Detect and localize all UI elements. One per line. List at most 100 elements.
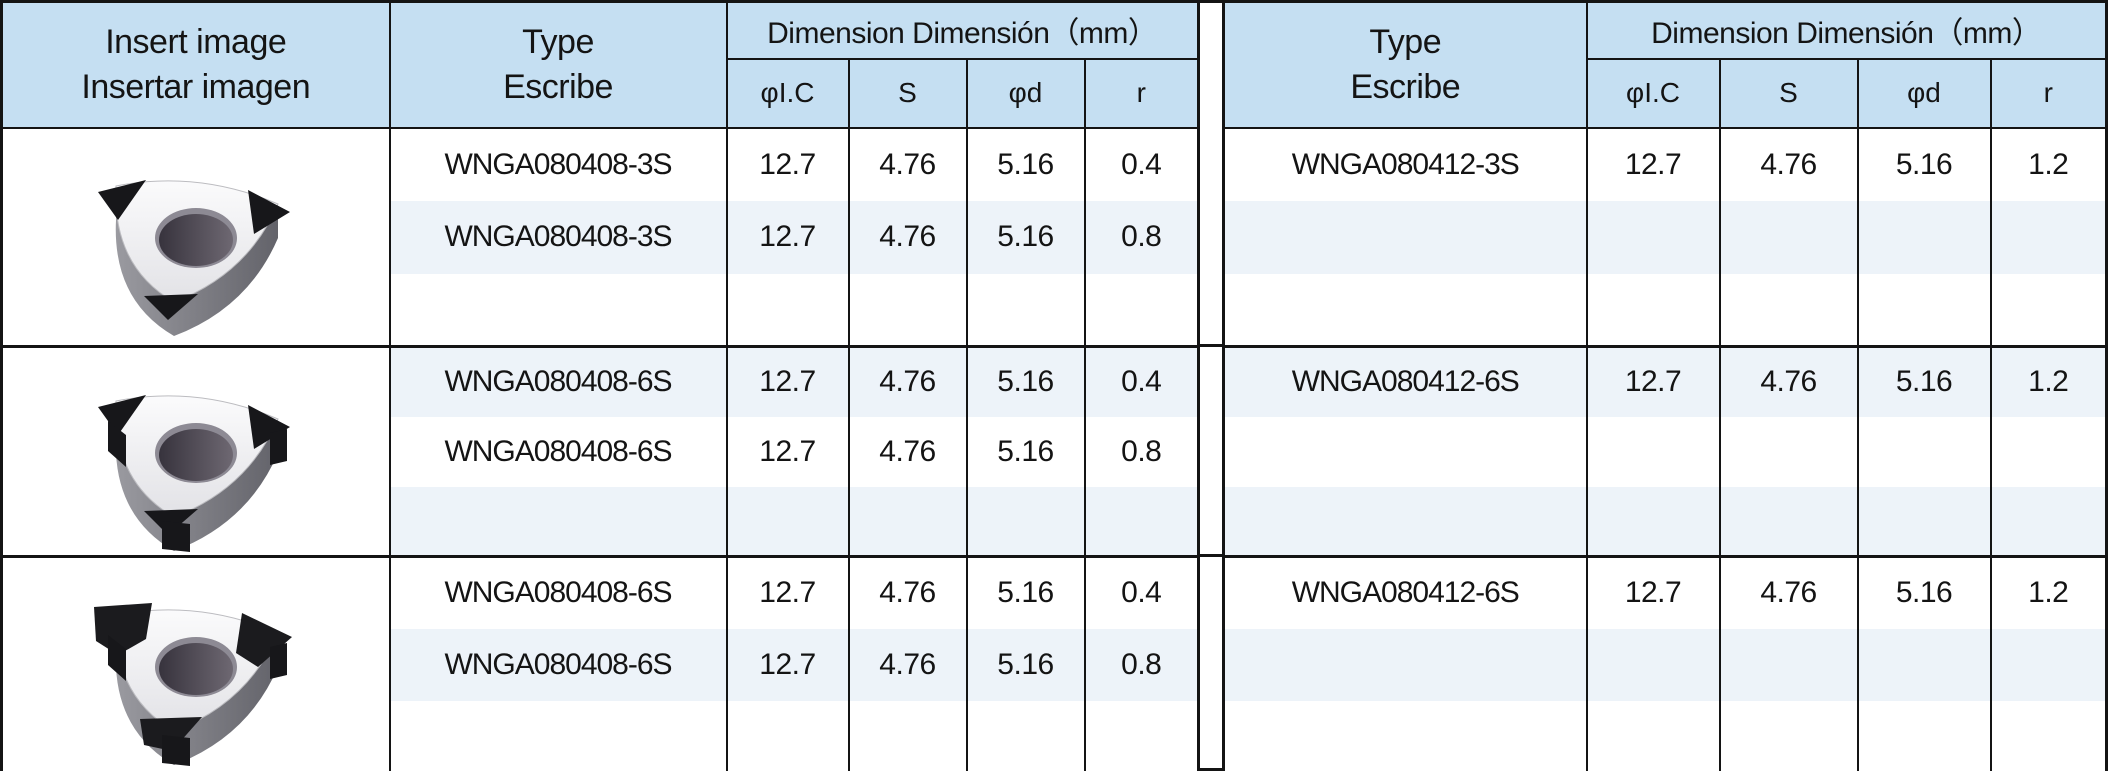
header-line: Insertar imagen: [81, 67, 311, 106]
dimension-value-cell: [1718, 700, 1859, 771]
dimension-value-cell: 12.7: [725, 628, 850, 701]
type-cell: [388, 700, 728, 771]
dimension-value-cell: [1585, 486, 1721, 557]
type-cell: WNGA080408-6S: [388, 555, 728, 629]
spec-row: WNGA080412-6S 12.7 4.76 5.16 1.2: [1222, 345, 2108, 417]
dimension-value-cell: [1856, 273, 1992, 347]
dimension-value-cell: 12.7: [725, 416, 850, 487]
dimension-value-cell: 4.76: [847, 200, 968, 274]
dimension-value-cell: [1585, 416, 1721, 487]
dimension-value-cell: 4.76: [847, 345, 968, 417]
dimension-value-cell: 5.16: [965, 416, 1086, 487]
type-cell: WNGA080408-6S: [388, 416, 728, 487]
header-row: Type Escribe Dimension Dimensión（mm）: [1222, 1, 2108, 129]
spec-row: [2, 486, 1200, 557]
dimension-value-cell: [1856, 700, 1992, 771]
column-header-dimension: Dimension Dimensión（mm）: [1585, 1, 2108, 60]
dimension-value-cell: [1718, 416, 1859, 487]
dimension-value-cell: 0.8: [1083, 416, 1200, 487]
dimension-value-cell: 0.8: [1083, 628, 1200, 701]
type-cell: [1222, 486, 1588, 557]
divider-line: [1200, 554, 1223, 557]
type-cell: [1222, 273, 1588, 347]
dimension-value-cell: [1989, 273, 2108, 347]
dimension-value-cell: 5.16: [965, 200, 1086, 274]
dimension-value-cell: [1856, 486, 1992, 557]
spec-row: [1222, 416, 2108, 487]
header-line: Escribe: [1350, 67, 1461, 106]
column-header-r: r: [1083, 58, 1200, 129]
dimension-value-cell: [725, 700, 850, 771]
spec-row: WNGA080408-6S 12.7 4.76 5.16 0.8: [2, 628, 1200, 701]
type-cell: WNGA080408-3S: [388, 200, 728, 274]
type-cell: [1222, 628, 1588, 701]
dimension-value-cell: 5.16: [965, 628, 1086, 701]
column-header-type: Type Escribe: [388, 1, 728, 129]
dimension-value-cell: [1585, 700, 1721, 771]
dimension-value-cell: 4.76: [847, 628, 968, 701]
dimension-value-cell: 12.7: [725, 345, 850, 417]
dimension-value-cell: 1.2: [1989, 127, 2108, 201]
dimension-value-cell: [1718, 273, 1859, 347]
column-header-r: r: [1989, 58, 2108, 129]
dimension-value-cell: [1989, 700, 2108, 771]
type-cell: [1222, 200, 1588, 274]
dimension-value-cell: [847, 273, 968, 347]
column-header-s: S: [1718, 58, 1859, 129]
dimension-value-cell: [1585, 200, 1721, 274]
dimension-value-cell: [1989, 416, 2108, 487]
dimension-value-cell: [1856, 628, 1992, 701]
dimension-value-cell: [1989, 486, 2108, 557]
spec-row: [2, 273, 1200, 347]
type-cell: [388, 273, 728, 347]
dimension-value-cell: 4.76: [847, 416, 968, 487]
dimension-value-cell: [1585, 628, 1721, 701]
divider-line: [1200, 0, 1223, 3]
column-header-insert-image: Insert image Insertar imagen: [0, 1, 391, 129]
spec-row: [1222, 700, 2108, 771]
spec-row: WNGA080408-6S 12.7 4.76 5.16 0.4: [0, 555, 1200, 771]
type-cell: [1222, 700, 1588, 771]
dimension-value-cell: 5.16: [1856, 345, 1992, 417]
dimension-value-cell: [847, 700, 968, 771]
dimension-value-cell: 5.16: [1856, 555, 1992, 629]
dimension-value-cell: 5.16: [965, 345, 1086, 417]
dimension-value-cell: [847, 486, 968, 557]
spec-table-left: Insert image Insertar imagen Type Escrib…: [0, 0, 1201, 771]
dimension-value-cell: 12.7: [1585, 127, 1721, 201]
column-header-ic: φI.C: [1585, 58, 1721, 129]
spec-row: [2, 700, 1200, 771]
dimension-value-cell: 5.16: [965, 555, 1086, 629]
dimension-value-cell: 0.4: [1083, 555, 1200, 629]
dimension-value-cell: [1718, 486, 1859, 557]
insert-image-cell: [0, 555, 391, 771]
spec-row: WNGA080408-6S 12.7 4.76 5.16 0.8: [2, 416, 1200, 487]
dimension-value-cell: 1.2: [1989, 345, 2108, 417]
column-header-type: Type Escribe: [1222, 1, 1588, 129]
subheader-row: φI.C S φd r: [2, 58, 1200, 129]
spec-row: [1222, 273, 2108, 347]
dimension-value-cell: 5.16: [1856, 127, 1992, 201]
dimension-value-cell: [1989, 628, 2108, 701]
dimension-value-cell: 12.7: [725, 200, 850, 274]
spec-row: WNGA080408-3S 12.7 4.76 5.16 0.4: [0, 127, 1200, 347]
spec-row: [1222, 628, 2108, 701]
trigon-insert-3-corner-tips-photo: [97, 180, 290, 337]
dimension-value-cell: [725, 486, 850, 557]
spec-row: WNGA080412-6S 12.7 4.76 5.16 1.2: [1222, 555, 2108, 629]
insert-image-cell: [0, 345, 391, 557]
dimension-value-cell: [1083, 700, 1200, 771]
trigon-insert-full-corner-tips-photo: [93, 602, 292, 766]
dimension-value-cell: 4.76: [1718, 555, 1859, 629]
column-header-dimension: Dimension Dimensión（mm）: [725, 1, 1200, 60]
header-line: Type: [522, 22, 594, 61]
dimension-value-cell: [965, 486, 1086, 557]
dimension-value-cell: [1585, 273, 1721, 347]
type-cell: WNGA080412-6S: [1222, 555, 1588, 629]
header-row: Insert image Insertar imagen Type Escrib…: [0, 1, 1200, 129]
dimension-value-cell: [1718, 628, 1859, 701]
dimension-value-cell: [965, 273, 1086, 347]
type-cell: WNGA080412-6S: [1222, 345, 1588, 417]
type-cell: [1222, 416, 1588, 487]
